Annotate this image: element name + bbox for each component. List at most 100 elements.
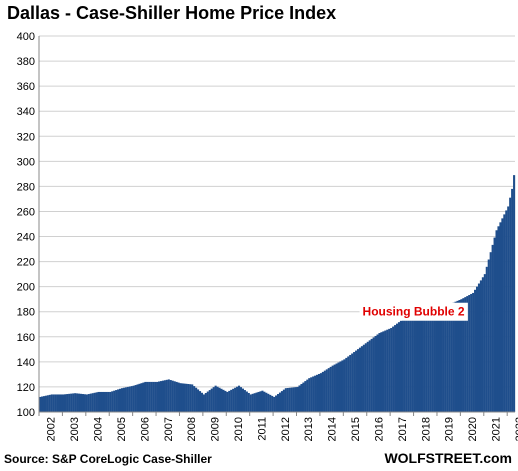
bar [107,391,110,412]
bar [175,381,178,412]
bar [308,378,311,412]
bar [58,394,61,412]
bar [347,356,350,412]
bar [40,396,44,412]
bar [294,387,297,412]
bar [230,389,233,412]
bar [438,309,442,412]
bar [435,310,438,412]
bar [64,394,67,412]
y-tick-label: 120 [17,382,35,394]
x-tick-label: 2016 [373,417,385,441]
bar [193,386,196,412]
bar [156,381,159,412]
bar [394,325,397,412]
bar [501,218,504,412]
bar [113,390,116,412]
bar [76,393,79,412]
bar [265,392,268,412]
bar [273,396,276,412]
bar [333,364,336,412]
bar [511,188,514,412]
bar [380,332,383,412]
bar [339,361,342,412]
bar [304,381,307,412]
bar [154,381,157,412]
bar [79,393,83,412]
bar [337,362,340,412]
bar [226,391,229,412]
bar [130,386,133,412]
bar [448,304,451,412]
bar [423,310,426,412]
bar [224,390,227,412]
x-tick-label: 2014 [327,417,339,441]
bar [298,385,301,412]
bar [316,374,319,412]
bar [50,394,53,412]
y-tick-label: 240 [17,232,35,244]
bar [91,393,94,412]
bar [197,389,200,412]
bar [399,320,403,412]
bar [159,381,163,412]
bar [362,344,365,412]
bar [382,331,385,412]
bar [431,309,434,412]
bar [302,382,305,412]
bar [245,391,248,412]
x-tick-label: 2022 [514,417,518,441]
bar [218,387,221,412]
bar [220,388,223,412]
y-tick-label: 260 [17,206,35,218]
bar [48,394,51,412]
bar [497,226,500,412]
bar [376,334,379,412]
bar [372,337,375,412]
bar [117,389,120,412]
bar [271,395,274,412]
bar [458,300,461,412]
bar [323,370,326,412]
bar [450,303,453,412]
bar [120,388,124,412]
bar [269,394,272,412]
bar [138,383,141,412]
y-tick-label: 100 [17,407,35,419]
y-tick-label: 180 [17,307,35,319]
y-tick-label: 400 [17,31,35,43]
y-tick-label: 340 [17,106,35,118]
bar [507,206,510,412]
y-tick-label: 200 [17,282,35,294]
y-tick-label: 160 [17,332,35,344]
bar [251,393,254,412]
bar [356,349,360,412]
bar [454,301,457,412]
bar [89,393,92,412]
bar [44,395,47,412]
annotation-label: Housing Bubble 2 [363,305,465,319]
bar [472,292,475,412]
x-tick-label: 2009 [210,417,222,441]
x-tick-label: 2002 [46,417,58,441]
bar [187,384,190,412]
x-tick-label: 2019 [444,417,456,441]
bar [407,317,410,412]
bar [42,396,46,412]
bar [444,306,447,412]
bar [312,376,315,412]
bar [212,387,215,412]
bar [388,328,391,412]
bar [335,363,338,412]
bar [204,392,207,412]
x-tick-label: 2004 [93,417,105,441]
x-tick-label: 2011 [256,417,268,441]
bar [66,394,69,412]
bar [427,309,430,412]
bar [72,393,75,412]
annotation-background [359,302,468,321]
bar [183,383,186,412]
bar [206,391,209,412]
bar [401,319,404,412]
